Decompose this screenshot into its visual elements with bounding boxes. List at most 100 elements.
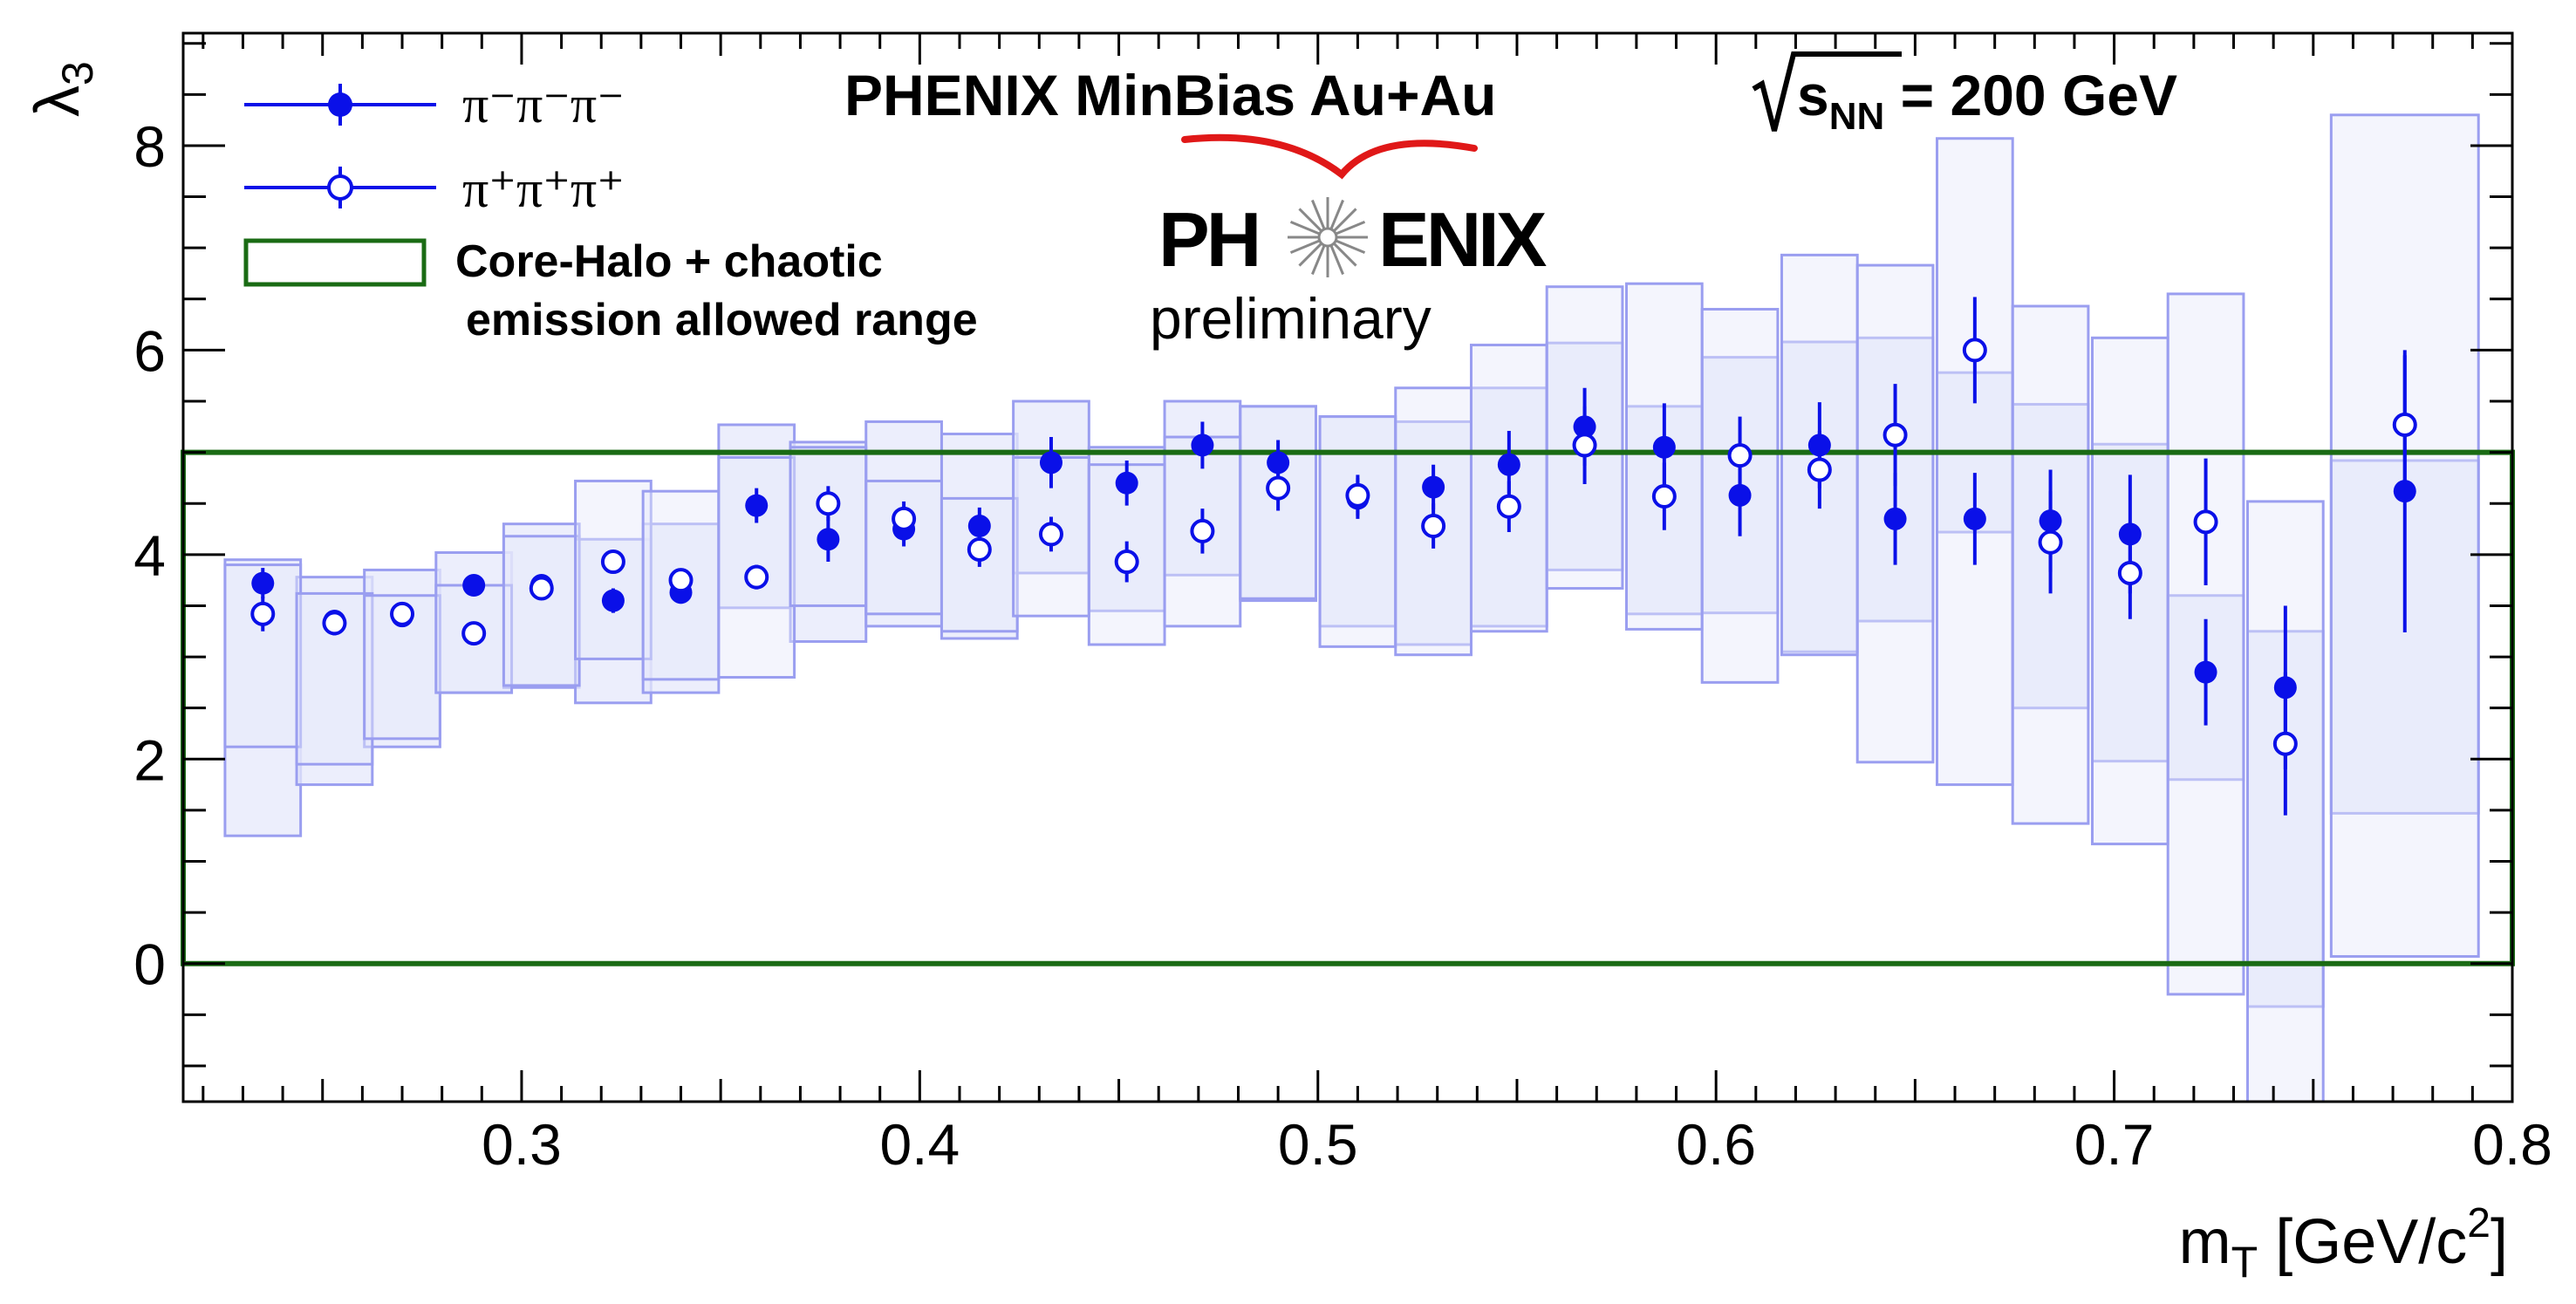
point-pi-minus-10: [967, 515, 991, 538]
logo-right: ENIX: [1378, 196, 1547, 283]
point-pi-minus-8: [817, 528, 840, 551]
point-pi-plus-8: [816, 491, 841, 516]
phenix-logo: PH ENIX preliminary: [1150, 133, 1550, 351]
point-pi-minus-23: [1963, 507, 1986, 530]
sunburst-ray: [1335, 221, 1366, 236]
point-pi-plus-10: [967, 536, 992, 562]
point-pi-plus-12: [1114, 550, 1139, 575]
sunburst-ray: [1333, 208, 1357, 232]
x-tick-label-1: 0.4: [879, 1112, 960, 1177]
point-pi-plus-2: [390, 601, 415, 626]
sunburst-center: [1317, 227, 1338, 248]
sunburst-ray: [1311, 244, 1326, 276]
point-pi-plus-26: [2193, 509, 2218, 535]
sunburst-ray: [1333, 242, 1357, 267]
sys-box-s0-12: [1087, 446, 1166, 612]
point-pi-plus-15: [1345, 482, 1370, 508]
logo-left: PH: [1158, 196, 1258, 283]
point-pi-plus-24: [2038, 529, 2063, 555]
sunburst-ray: [1329, 244, 1344, 276]
point-pi-minus-26: [2194, 660, 2217, 684]
point-pi-plus-1: [322, 611, 347, 636]
point-pi-plus-16: [1421, 514, 1446, 539]
sunburst-ray: [1298, 242, 1322, 267]
svg-text:sNN = 200 GeV: sNN = 200 GeV: [1797, 63, 2177, 138]
point-pi-plus-0: [250, 601, 276, 626]
data-points: [250, 297, 2417, 816]
legend-label-band-line2: emission allowed range: [466, 295, 978, 345]
y-tick-label-4: 8: [133, 114, 166, 179]
point-pi-minus-17: [1497, 453, 1520, 476]
legend-label-band-line1: Core-Halo + chaotic: [455, 236, 883, 287]
x-tick-label-3: 0.6: [1676, 1112, 1756, 1177]
point-pi-minus-12: [1115, 471, 1138, 495]
x-axis-title: mT [GeV/c2]: [2179, 1200, 2508, 1287]
point-pi-minus-16: [1422, 475, 1445, 499]
point-pi-plus-4: [529, 576, 554, 601]
y-axis-title-sub: 3: [53, 61, 102, 85]
x-tick-label-2: 0.5: [1278, 1112, 1358, 1177]
point-pi-minus-14: [1267, 451, 1290, 474]
sys-box-s1-23: [1935, 137, 2014, 787]
point-pi-plus-20: [1727, 443, 1753, 468]
y-tick-label-3: 6: [133, 318, 166, 383]
point-pi-plus-18: [1572, 433, 1597, 458]
sys-box-s0-2: [363, 568, 441, 748]
point-pi-plus-21: [1807, 457, 1832, 482]
sunburst-ray: [1298, 208, 1322, 232]
point-pi-plus-22: [1882, 422, 1908, 447]
point-pi-plus-3: [461, 621, 487, 646]
logo-swoosh-icon: [1181, 133, 1478, 180]
sys-box-s0-21: [1780, 340, 1859, 653]
logo-sunburst-icon: [1288, 197, 1368, 277]
axis-ticks: 0.3 0.4 0.5 0.6 0.7 0.8 0 2 4 6 8: [133, 33, 2552, 1177]
plot-frame: [181, 31, 2514, 1103]
preliminary-label: preliminary: [1150, 286, 1431, 351]
point-pi-minus-22: [1883, 507, 1907, 530]
sys-box-s1-1: [295, 591, 374, 766]
sqrt-sign-icon: [1752, 51, 1902, 132]
point-pi-minus-5: [601, 589, 625, 612]
point-pi-minus-20: [1728, 483, 1752, 507]
point-pi-minus-0: [251, 571, 275, 595]
point-pi-minus-11: [1039, 451, 1063, 474]
legend-item-pi-plus: π⁺π⁺π⁺: [244, 160, 625, 218]
sunburst-ray: [1289, 239, 1321, 254]
x-tick-label-5: 0.8: [2472, 1112, 2552, 1177]
sys-box-s1-9: [864, 479, 943, 616]
point-pi-plus-6: [668, 568, 694, 593]
y-axis-title: λ3: [23, 61, 102, 117]
sunburst-ray: [1335, 239, 1366, 254]
point-pi-plus-7: [744, 564, 769, 590]
point-pi-plus-27: [2272, 731, 2298, 756]
chart-title: PHENIX MinBias Au+Au sNN = 200 GeV: [844, 51, 2177, 138]
point-pi-plus-17: [1496, 494, 1521, 519]
legend-label-pi-plus: π⁺π⁺π⁺: [462, 160, 625, 218]
point-pi-plus-9: [892, 506, 917, 531]
sunburst-ray: [1289, 221, 1321, 236]
point-pi-plus-19: [1651, 484, 1677, 509]
point-pi-minus-7: [745, 494, 769, 517]
x-tick-label-0: 0.3: [482, 1112, 562, 1177]
legend-item-band: Core-Halo + chaotic emission allowed ran…: [243, 236, 978, 345]
point-pi-minus-3: [462, 574, 486, 597]
point-pi-plus-23: [1962, 338, 1987, 363]
y-tick-label-1: 2: [133, 727, 166, 792]
legend-label-pi-minus: π⁻π⁻π⁻: [462, 76, 625, 133]
sys-box-s1-4: [502, 535, 581, 687]
y-tick-label-0: 0: [133, 932, 166, 997]
legend: π⁻π⁻π⁻ π⁺π⁺π⁺ Core-Halo + chaotic emissi…: [243, 76, 978, 345]
sys-box-s0-4: [502, 522, 581, 689]
sunburst-ray: [1311, 199, 1326, 230]
point-pi-plus-28: [2392, 412, 2417, 437]
sunburst-ray: [1329, 199, 1344, 230]
legend-item-pi-minus: π⁻π⁻π⁻: [244, 76, 625, 133]
point-pi-plus-11: [1038, 522, 1063, 547]
x-tick-label-4: 0.7: [2074, 1112, 2155, 1177]
point-pi-minus-19: [1652, 435, 1676, 459]
point-pi-plus-25: [2117, 560, 2142, 585]
svg-text:PHENIX MinBias Au+Au: PHENIX MinBias Au+Au: [844, 63, 1497, 127]
point-pi-plus-13: [1190, 518, 1215, 543]
point-pi-minus-13: [1191, 434, 1214, 457]
